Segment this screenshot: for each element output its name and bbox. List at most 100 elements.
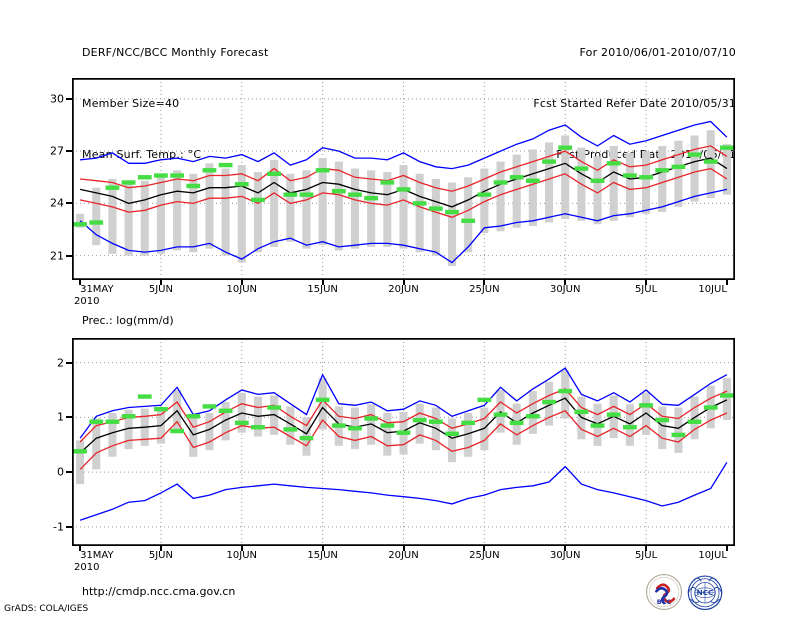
x-axis-tick-label: 15JUN (307, 550, 338, 561)
range-bar (658, 145, 667, 213)
median-marker (542, 399, 556, 405)
y-axis-tick (66, 471, 72, 474)
range-bar (302, 170, 311, 249)
x-axis-tick-label: 31MAY (80, 284, 114, 295)
median-marker (299, 192, 314, 197)
y-axis-tick-label: 21 (50, 249, 64, 263)
plot-frame (72, 78, 735, 280)
median-marker (283, 427, 298, 432)
range-bar (221, 402, 230, 441)
mean-surface-temperature-plot (72, 78, 735, 280)
temperature-chart-panel (72, 78, 735, 280)
header-forecast-period: For 2010/06/01-2010/07/10 (579, 46, 736, 59)
median-marker (525, 414, 540, 419)
median-marker (364, 416, 379, 421)
x-axis-tick (79, 546, 82, 551)
range-bar (642, 392, 651, 435)
median-marker (170, 173, 184, 178)
series-min (79, 188, 728, 264)
range-bar (334, 161, 343, 251)
series-min (79, 461, 728, 521)
range-bar (286, 406, 295, 445)
range-bar (367, 170, 376, 247)
median-marker (331, 423, 346, 428)
x-axis-tick-label: 30JUN (549, 550, 581, 561)
range-bar (464, 177, 473, 253)
y-axis-tick-label: 30 (50, 92, 64, 106)
range-bar (318, 377, 327, 430)
x-axis-tick (645, 546, 648, 551)
median-marker (283, 192, 298, 197)
x-axis-year-label: 2010 (74, 296, 100, 307)
median-marker (251, 197, 265, 203)
median-marker (428, 419, 443, 424)
median-marker (105, 185, 120, 190)
series-lower-quartile (79, 167, 728, 218)
range-bar (415, 403, 424, 444)
median-marker (655, 168, 670, 173)
x-axis-tick (159, 280, 162, 285)
x-axis-tick-label: 30JUN (549, 284, 581, 295)
x-axis-tick-label: 5JUN (148, 550, 173, 561)
median-marker (251, 425, 265, 430)
median-marker (525, 178, 540, 183)
y-axis-tick (66, 361, 72, 364)
grads-credit: GrADS: COLA/IGES (4, 604, 89, 614)
median-marker (218, 408, 233, 413)
range-bar (415, 173, 424, 253)
range-bar (431, 179, 440, 256)
x-axis-tick (483, 546, 486, 551)
range-bar (156, 175, 165, 254)
range-bar (76, 440, 85, 485)
range-bar (189, 417, 198, 457)
x-axis-tick (483, 280, 486, 285)
median-marker (137, 394, 152, 399)
range-bar (205, 163, 214, 249)
range-bar (674, 407, 683, 453)
x-axis-tick (725, 546, 728, 551)
median-marker (202, 168, 217, 173)
median-marker (380, 423, 395, 428)
range-bar (124, 409, 133, 450)
median-marker (623, 425, 637, 430)
y-axis-tick-label: 2 (57, 356, 64, 370)
median-marker (412, 201, 427, 206)
x-axis-tick (564, 546, 567, 551)
x-axis-tick-label: 31MAY (80, 550, 114, 561)
median-marker (412, 417, 427, 423)
range-bar (399, 165, 408, 249)
median-marker (558, 388, 573, 394)
median-marker (493, 180, 508, 185)
median-marker (590, 423, 605, 428)
range-bar (658, 406, 667, 450)
y-axis-tick (66, 525, 72, 528)
range-bar (173, 170, 182, 251)
median-marker (639, 175, 653, 180)
range-bar (561, 135, 570, 220)
median-marker (461, 420, 476, 426)
median-marker (137, 175, 152, 180)
median-marker (509, 420, 524, 426)
y-axis-tick (66, 254, 72, 257)
median-marker (121, 414, 136, 419)
median-marker (218, 162, 233, 168)
y-axis-tick-label: 24 (50, 196, 64, 210)
range-bar (464, 412, 473, 457)
range-bar (140, 180, 149, 256)
x-axis-tick (321, 546, 324, 551)
series-lower-quartile (79, 410, 728, 470)
median-marker (73, 222, 87, 227)
median-marker (267, 405, 282, 410)
y-axis-tick-label: 0 (57, 465, 64, 479)
website-url[interactable]: http://cmdp.ncc.cma.gov.cn (82, 585, 236, 598)
median-marker (445, 431, 459, 436)
plot-frame (72, 338, 735, 546)
median-marker (574, 166, 589, 171)
range-bar (350, 168, 360, 249)
median-marker (202, 404, 217, 409)
ncc-logo: NCC (686, 573, 724, 611)
x-axis-tick-label: 5JUL (634, 550, 658, 561)
median-marker (364, 195, 379, 201)
median-marker (639, 403, 653, 408)
y-axis-tick-label: 27 (50, 144, 64, 158)
